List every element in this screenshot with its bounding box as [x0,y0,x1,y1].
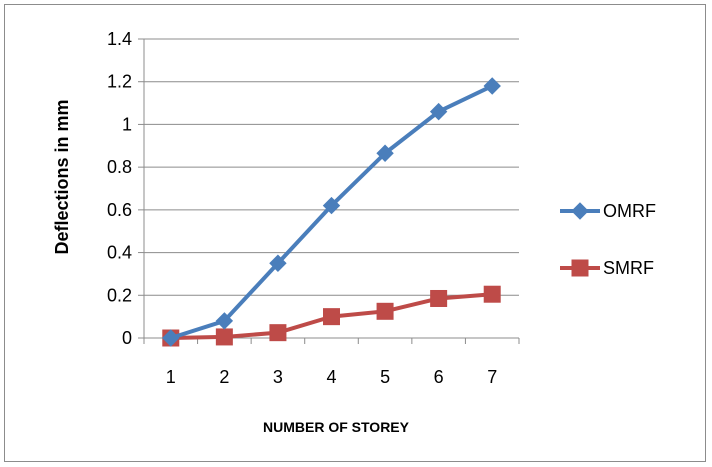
y-tick-label: 1.2 [107,72,132,92]
x-tick-label: 4 [326,367,336,387]
series-omrf [162,77,501,347]
x-tick-label: 5 [380,367,390,387]
data-point-smrf [215,328,233,346]
series-group [162,77,501,347]
y-axis-title: Deflections in mm [52,99,72,254]
data-point-smrf [376,302,394,320]
legend: OMRF SMRF [560,201,656,278]
x-tick-label: 7 [487,367,497,387]
chart-frame [4,4,706,462]
data-point-smrf [323,308,340,326]
x-tick-label: 6 [434,367,444,387]
y-tick-label: 1.4 [107,29,132,49]
y-tick-label: 0.8 [107,157,132,177]
legend-label-omrf: OMRF [603,201,656,221]
x-tick-label: 3 [273,367,283,387]
y-tick-label: 0.2 [107,285,132,305]
y-tick-label: 1 [122,114,132,134]
legend-label-smrf: SMRF [603,258,654,278]
data-point-smrf [430,289,448,307]
data-point-omrf [376,144,394,162]
gridlines [144,38,519,296]
x-axis-title: NUMBER OF STOREY [263,419,410,435]
x-tick-labels: 1 2 3 4 5 6 7 [166,367,497,387]
data-point-omrf [322,196,341,215]
legend-item-omrf: OMRF [560,201,656,221]
legend-marker-smrf [571,259,589,277]
x-tick-label: 2 [219,367,229,387]
legend-item-smrf: SMRF [560,258,654,278]
y-tick-labels: 0 0.2 0.4 0.6 0.8 1 1.2 1.4 [107,29,132,348]
data-point-smrf [483,285,501,303]
legend-marker-omrf [571,202,589,220]
data-point-omrf [215,312,234,330]
y-tick-label: 0 [122,328,132,348]
data-point-omrf [429,102,448,121]
data-point-omrf [162,329,180,347]
data-point-smrf [269,324,287,342]
data-point-omrf [483,77,501,95]
x-tick-label: 1 [166,367,176,387]
y-tick-label: 0.6 [107,200,132,220]
y-tick-label: 0.4 [107,243,132,263]
data-point-omrf [269,254,287,272]
